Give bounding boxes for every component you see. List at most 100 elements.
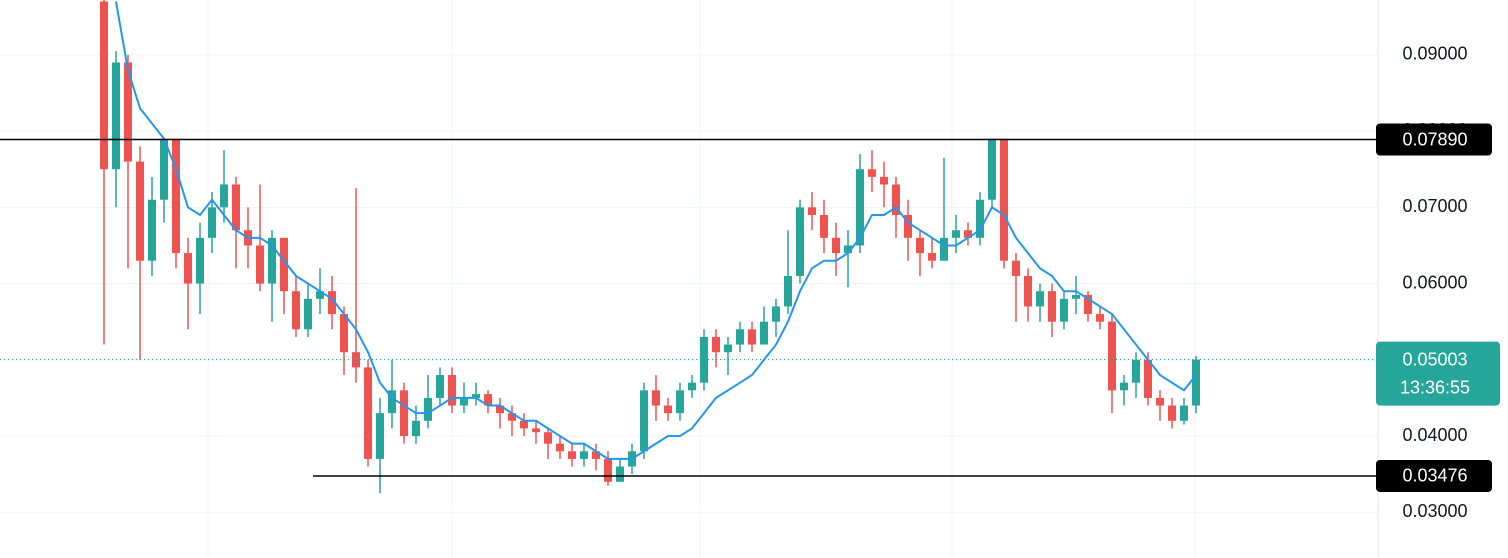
candle-body	[436, 375, 444, 398]
candle-body	[748, 329, 756, 345]
candle-body	[160, 138, 168, 200]
candle-body	[484, 394, 492, 406]
candle-body	[388, 390, 396, 414]
candle-body	[472, 394, 480, 398]
candle-body	[820, 214, 828, 238]
candle-body	[868, 169, 876, 177]
y-tick-label: 0.03000	[1402, 501, 1467, 521]
candle-body	[316, 291, 324, 299]
candle-body	[532, 428, 540, 433]
candle-body	[832, 237, 840, 254]
candle-body	[1072, 295, 1080, 299]
candle-body	[592, 451, 600, 459]
candle-body	[100, 1, 108, 170]
candle-body	[1012, 260, 1020, 276]
last-price-label: 0.05003	[1402, 349, 1467, 369]
candle-body	[1036, 291, 1044, 307]
candle-body	[340, 314, 348, 353]
candle-body	[1024, 275, 1032, 307]
candle-body	[184, 253, 192, 284]
candle-body	[124, 62, 132, 162]
candle-body	[496, 405, 504, 414]
candle-body	[460, 397, 468, 406]
candle-body	[136, 161, 144, 261]
candle-body	[664, 405, 672, 414]
candle-body	[520, 420, 528, 429]
candle-body	[148, 199, 156, 261]
candle-body	[268, 237, 276, 284]
candle-body	[376, 413, 384, 459]
candle-body	[940, 237, 948, 261]
candle-body	[232, 184, 240, 231]
candle-body	[604, 458, 612, 482]
candle-body	[1144, 359, 1152, 398]
grid	[0, 0, 1378, 558]
moving-average	[115, 1, 1197, 460]
level-label-box	[1376, 123, 1492, 156]
candle-body	[712, 336, 720, 353]
level-label: 0.03476	[1402, 466, 1467, 486]
candle-body	[1108, 321, 1116, 391]
candle-body	[1192, 359, 1200, 406]
candle-body	[412, 420, 420, 437]
candle-body	[616, 466, 624, 482]
candle-body	[880, 176, 888, 185]
candle-body	[796, 207, 804, 276]
candle-body	[256, 245, 264, 284]
candle-body	[844, 245, 852, 254]
y-tick-label: 0.09000	[1402, 44, 1467, 64]
candle-body	[424, 397, 432, 421]
candle-body	[676, 390, 684, 414]
candle-body	[640, 390, 648, 452]
candle-body	[220, 184, 228, 208]
candle-body	[364, 367, 372, 459]
y-tick-label: 0.04000	[1402, 425, 1467, 445]
candle-body	[448, 375, 456, 406]
candle-body	[856, 169, 864, 246]
candle-body	[112, 62, 120, 170]
candle-body	[892, 184, 900, 215]
candle-body	[508, 413, 516, 421]
candle-body	[1084, 295, 1092, 315]
candle-body	[544, 432, 552, 444]
candle-body	[208, 207, 216, 238]
candle-body	[1120, 382, 1128, 391]
y-tick-label: 0.06000	[1402, 272, 1467, 292]
candle-body	[1180, 405, 1188, 421]
candle-body	[304, 298, 312, 330]
candle-body	[328, 291, 336, 315]
candle-body	[400, 390, 408, 437]
candle-body	[652, 390, 660, 406]
candle-body	[784, 275, 792, 307]
candle-body	[1132, 359, 1140, 383]
last-price-box	[1376, 341, 1500, 406]
candle-body	[580, 451, 588, 459]
plot-area	[100, 0, 1200, 494]
candle-body	[1168, 405, 1176, 421]
y-tick-label: 0.07000	[1402, 196, 1467, 216]
candle-body	[1156, 397, 1164, 406]
candle-body	[292, 291, 300, 330]
candle-body	[964, 230, 972, 238]
candle-body	[760, 321, 768, 345]
candle-body	[928, 253, 936, 261]
candle-body	[172, 138, 180, 254]
candle-body	[988, 138, 996, 200]
candle-body	[952, 230, 960, 238]
candle-body	[1048, 291, 1056, 322]
candle-body	[724, 344, 732, 353]
candle-body	[1000, 138, 1008, 261]
level-label: 0.07890	[1402, 129, 1467, 149]
price-axis: 0.030000.040000.050000.060000.070000.080…	[1402, 44, 1467, 521]
candle-body	[196, 237, 204, 284]
level-label-box	[1376, 459, 1492, 492]
candle-body	[736, 329, 744, 345]
candle-body	[1060, 298, 1068, 322]
candle-body	[280, 237, 288, 292]
candle-body	[556, 443, 564, 452]
candle-body	[1096, 314, 1104, 322]
candle-body	[904, 214, 912, 238]
candle-body	[808, 207, 816, 215]
